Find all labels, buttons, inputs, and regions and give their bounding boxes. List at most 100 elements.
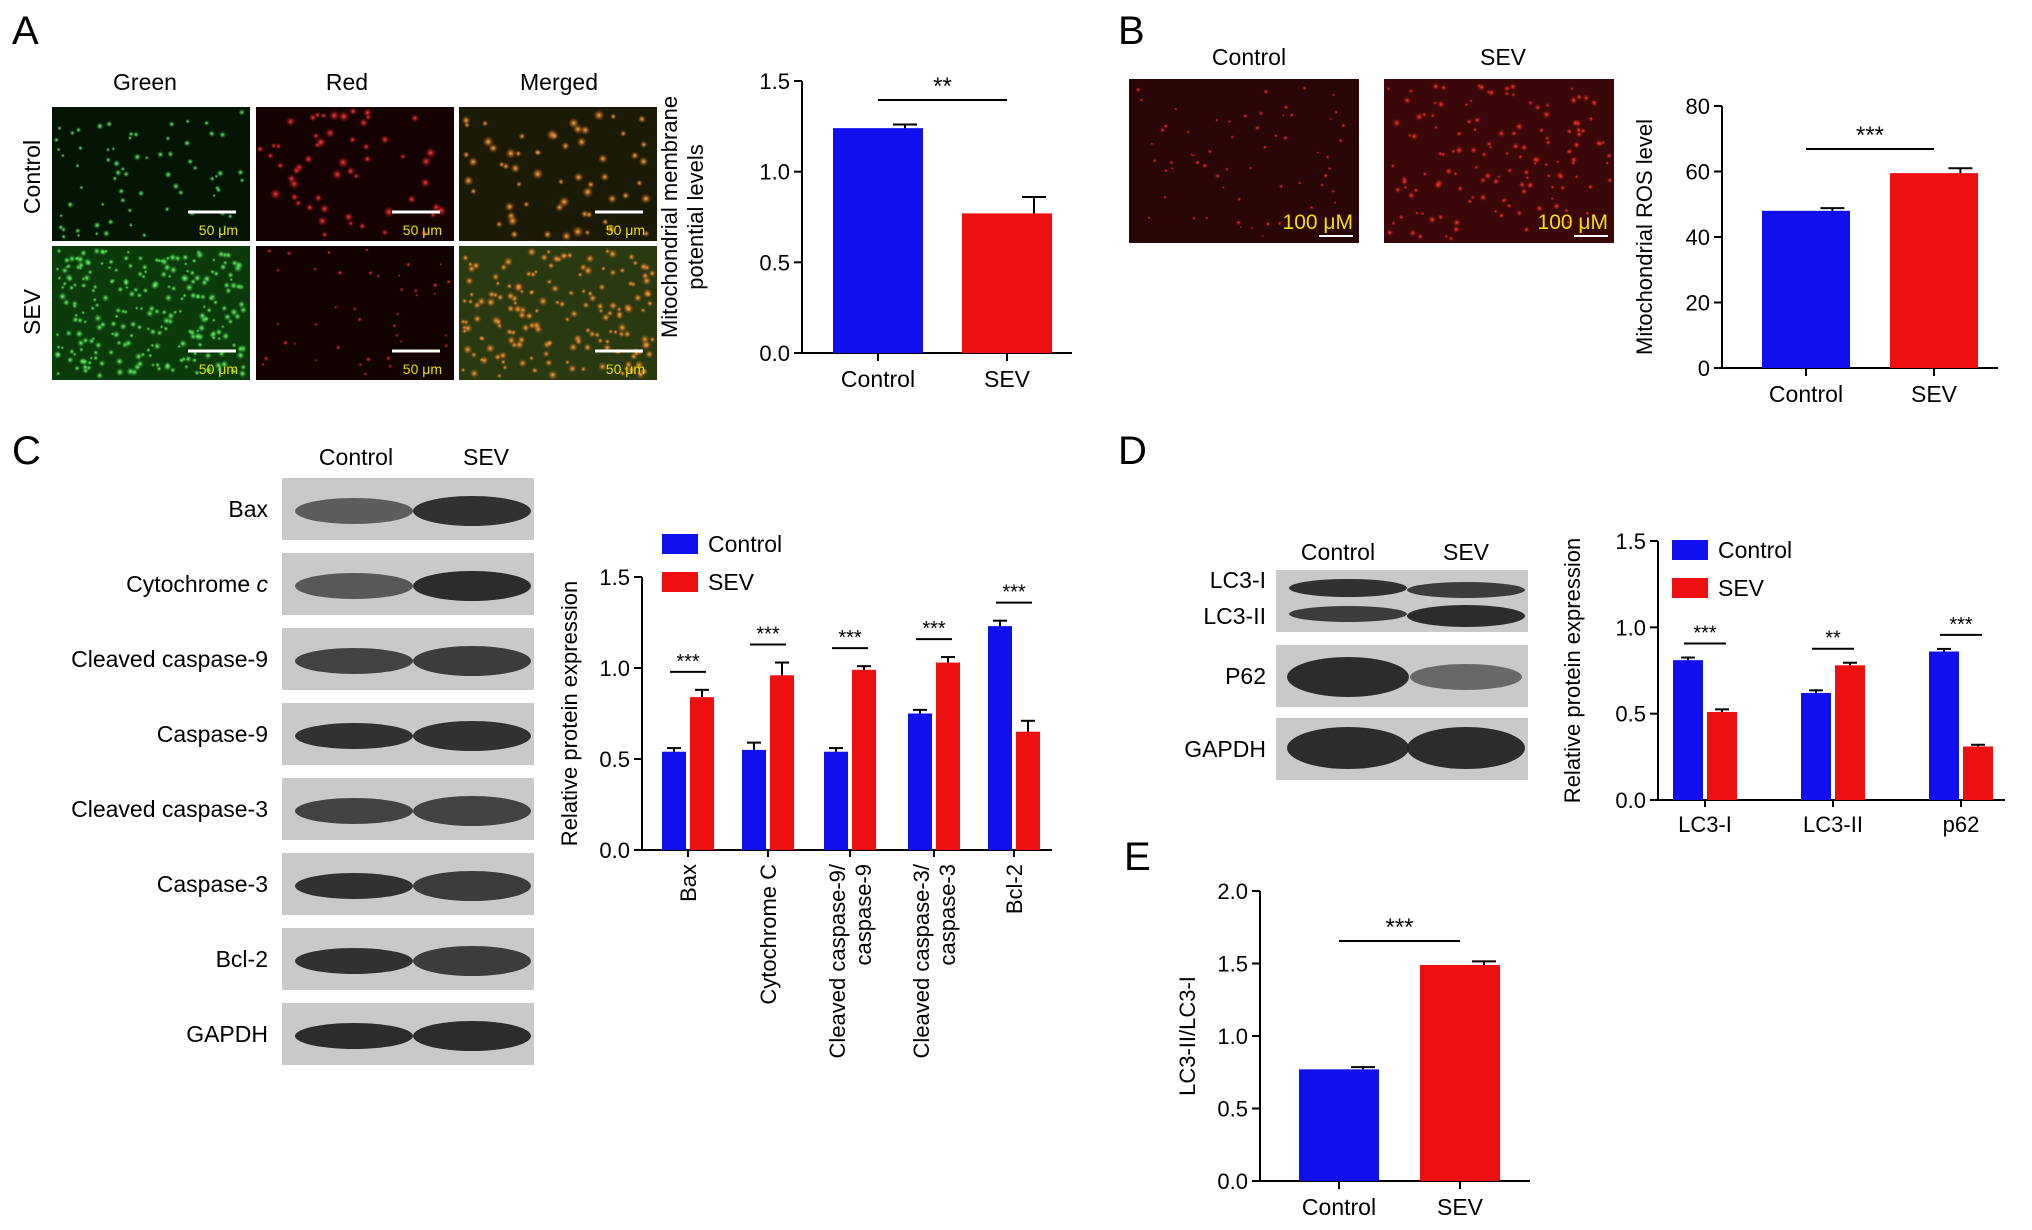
cell-dot (538, 296, 548, 307)
cell-dot (111, 146, 116, 151)
cell-dot (181, 253, 190, 262)
cell-dot (1443, 234, 1449, 239)
a-micrograph-grid: 50 μm 50 μm 50 μm 50 μm 50 μm 50 μm (52, 107, 657, 380)
cell-dot (260, 362, 266, 367)
cell-dot (568, 342, 578, 352)
cell-dot (502, 364, 508, 371)
cell-dot (439, 262, 443, 266)
cell-dot (115, 367, 125, 377)
cell-dot (495, 220, 503, 228)
cell-dot (533, 307, 540, 314)
cell-dot (134, 306, 139, 311)
cell-dot (610, 113, 617, 120)
cell-dot (290, 192, 299, 202)
cell-dot (394, 333, 399, 338)
cell-dot (203, 120, 210, 126)
cell-dot (410, 113, 420, 123)
cell-dot (1189, 152, 1194, 157)
c-blot-row-label: Cytochrome c (126, 571, 268, 597)
cell-dot (1427, 215, 1437, 224)
cell-dot (75, 126, 82, 133)
cell-dot (1386, 86, 1391, 92)
legend-label-control: Control (1718, 537, 1792, 563)
cell-dot (1302, 85, 1308, 91)
cell-dot (183, 261, 188, 267)
cell-dot (220, 304, 228, 312)
cell-dot (126, 250, 131, 255)
cell-dot (1546, 173, 1552, 179)
cell-dot (266, 152, 274, 160)
cell-dot (1437, 213, 1444, 221)
cell-dot (593, 109, 605, 121)
cell-dot (348, 135, 357, 144)
cell-dot (1472, 127, 1478, 133)
y-tick-label: 0.5 (759, 250, 790, 275)
cell-dot (1448, 235, 1454, 242)
cell-dot (92, 247, 101, 255)
b-tile-0-background (1129, 79, 1359, 243)
y-tick-label: 0.0 (759, 341, 790, 366)
a-tile-r0-c1 (256, 107, 454, 241)
cell-dot (55, 371, 61, 377)
cell-dot (136, 324, 143, 331)
band-sev (413, 496, 531, 526)
x-tick-label: Control (1302, 1194, 1376, 1220)
cell-dot (641, 340, 652, 350)
y-tick-label: 80 (1686, 94, 1710, 119)
cell-dot (60, 285, 66, 290)
cell-dot (526, 247, 537, 257)
cell-dot (1163, 168, 1169, 174)
cell-dot (1456, 185, 1464, 192)
cell-dot (1242, 113, 1249, 119)
chart-d-autophagy-proteins: 0.0 0.5 1.0 1.5 Relative protein expression *… (1560, 529, 2005, 837)
x-tick-label: Cytochrome C (756, 864, 781, 1005)
cell-dot (1557, 173, 1565, 180)
cell-dot (469, 368, 479, 379)
cell-dot (559, 251, 568, 261)
cell-dot (216, 169, 225, 178)
cell-dot (407, 194, 417, 204)
cell-dot (214, 174, 219, 179)
cell-dot (276, 161, 285, 170)
band-sev (1407, 727, 1525, 769)
a-tile-r0-c0 (52, 107, 250, 241)
cell-dot (220, 324, 225, 329)
cell-dot (1550, 196, 1555, 201)
cell-dot (1289, 112, 1295, 118)
cell-dot (193, 331, 203, 341)
cell-dot (1517, 154, 1524, 160)
cell-dot (481, 120, 489, 127)
cell-dot (208, 295, 214, 302)
cell-dot (382, 205, 395, 218)
cell-dot (596, 302, 605, 311)
cell-dot (573, 172, 584, 183)
cell-dot (395, 312, 400, 317)
cell-dot (79, 249, 88, 257)
cell-dot (114, 307, 122, 314)
cell-dot (1329, 117, 1333, 121)
cell-dot (231, 368, 238, 375)
cell-dot (496, 293, 504, 301)
cell-dot (107, 349, 115, 356)
cell-dot (635, 179, 643, 187)
chart-b-ros-level: 0 20 40 60 80 Mitochondrial ROS level Control S… (1632, 94, 1998, 407)
cell-dot (266, 248, 272, 254)
c-blot-row-label-prefix: GAPDH (186, 1021, 268, 1047)
cell-dot (1422, 171, 1428, 177)
cell-dot (215, 187, 222, 193)
significance-stars: *** (838, 627, 862, 649)
cell-dot (72, 282, 78, 288)
cell-dot (1453, 171, 1458, 176)
cell-dot (1162, 123, 1169, 129)
cell-dot (56, 344, 62, 350)
a-row-label-sev: SEV (19, 288, 45, 335)
cell-dot (94, 302, 100, 308)
cell-dot (1542, 110, 1551, 119)
cell-dot (78, 346, 84, 353)
significance-stars: *** (1002, 582, 1026, 604)
cell-dot (219, 359, 229, 369)
cell-dot (85, 259, 92, 267)
cell-dot (364, 247, 369, 253)
legend-swatch-control (1672, 540, 1708, 560)
cell-dot (1331, 93, 1335, 97)
